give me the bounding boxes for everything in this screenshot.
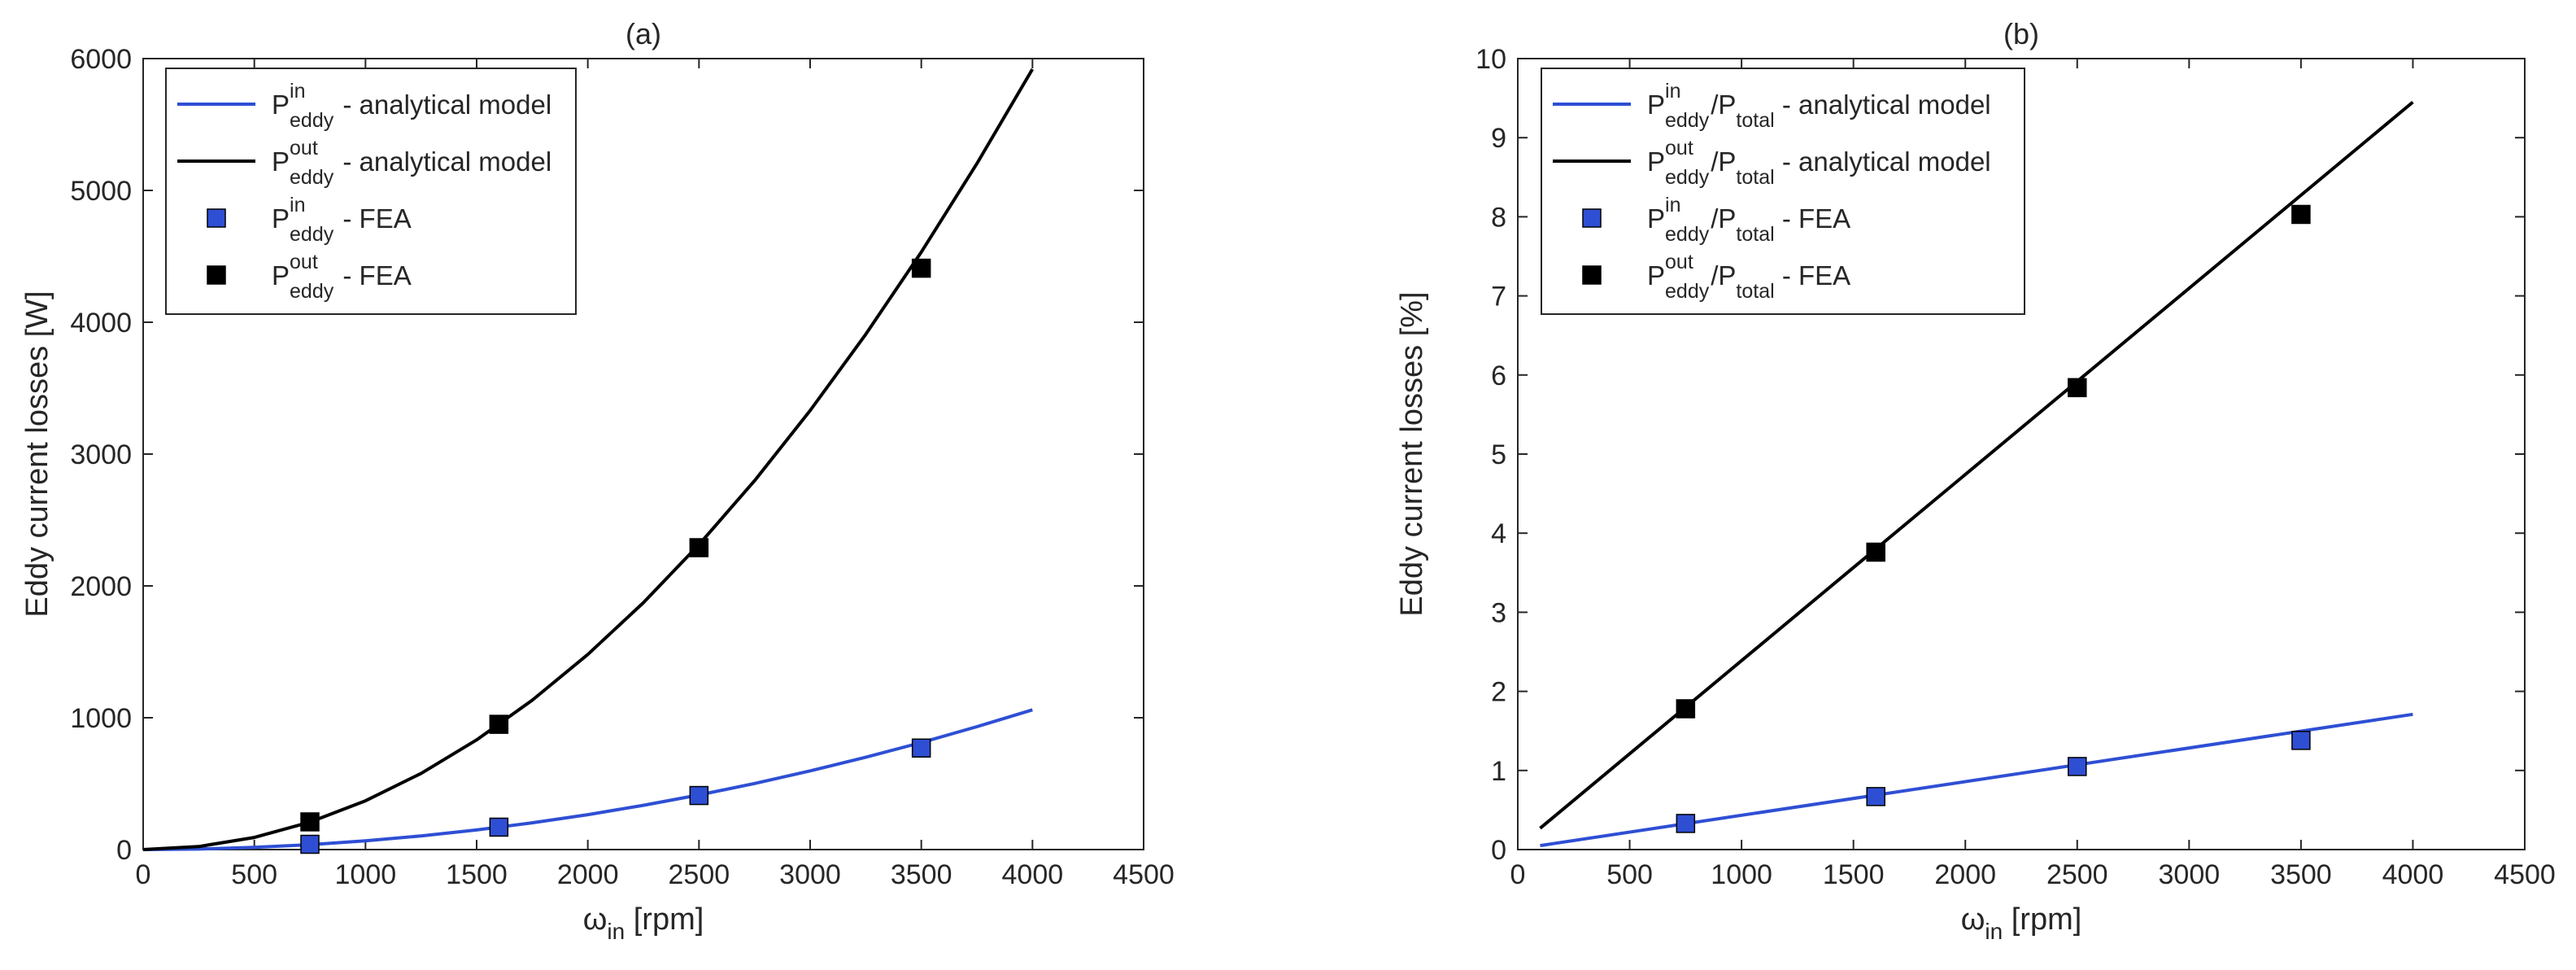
legend-entry: Pin eddy - analytical model xyxy=(272,80,551,132)
legend-entry: Pout eddy - FEA xyxy=(272,251,412,303)
x-tick-label: 500 xyxy=(231,859,277,890)
y-tick-label: 7 xyxy=(1491,282,1506,312)
chart-panel-b: 0 500 1000 1500 2000 2500 3000 3500 4000 4500 0 1 2 3… xyxy=(1395,17,2556,944)
x-tick-label: 2500 xyxy=(2046,859,2108,890)
data-point-fea-out xyxy=(1866,542,1885,562)
x-tick-label: 1500 xyxy=(446,859,508,890)
chart-title: (a) xyxy=(625,17,661,50)
legend-entry: Pin eddy/Ptotal - analytical model xyxy=(1647,80,1991,132)
y-axis-label: Eddy current losses [%] xyxy=(1395,291,1429,616)
legend-swatch-marker xyxy=(1582,208,1602,228)
y-tick-label: 10 xyxy=(1475,44,1506,75)
data-point-fea-in xyxy=(2068,757,2087,776)
legend-entry: Pin eddy - FEA xyxy=(272,194,412,246)
legend-entry: Pout eddy - analytical model xyxy=(272,137,551,189)
data-point-fea-in xyxy=(1866,787,1885,806)
data-point-fea-in xyxy=(911,738,931,758)
y-axis-label: Eddy current losses [W] xyxy=(20,291,54,617)
y-tick-label: 5000 xyxy=(70,176,132,207)
y-tick-label: 1000 xyxy=(70,703,132,734)
series-line-analytical-in xyxy=(142,708,1033,851)
legend-box xyxy=(1541,68,2025,315)
legend-entry: Pout eddy/Ptotal - analytical model xyxy=(1647,137,1991,189)
x-tick-label: 3000 xyxy=(779,859,841,890)
y-tick-label: 4 xyxy=(1491,518,1506,549)
data-point-fea-out xyxy=(489,714,509,734)
x-tick-label: 2000 xyxy=(1934,859,1996,890)
x-tick-label: 2000 xyxy=(557,859,619,890)
data-point-fea-in xyxy=(1676,814,1696,833)
x-tick-label: 1000 xyxy=(335,859,397,890)
y-tick-label: 9 xyxy=(1491,123,1506,154)
y-tick-label: 4000 xyxy=(70,308,132,339)
y-tick-label: 3000 xyxy=(70,439,132,470)
x-tick-label: 0 xyxy=(136,859,151,890)
data-point-fea-out xyxy=(1676,699,1696,719)
x-tick-label: 3500 xyxy=(2270,859,2332,890)
x-tick-label: 1000 xyxy=(1711,859,1772,890)
x-axis-label: ωin [rpm] xyxy=(583,902,704,944)
y-tick-label: 6000 xyxy=(70,44,132,75)
data-point-fea-out xyxy=(911,258,931,278)
legend-entry: Pout eddy/Ptotal - FEA xyxy=(1647,251,1850,303)
x-tick-label: 3500 xyxy=(891,859,952,890)
y-tick-label: 5 xyxy=(1491,439,1506,470)
y-tick-label: 6 xyxy=(1491,360,1506,391)
chart-title: (b) xyxy=(2003,17,2039,50)
data-point-fea-in xyxy=(300,834,320,854)
legend-box xyxy=(165,68,577,315)
legend-entry: Pin eddy/Ptotal - FEA xyxy=(1647,194,1850,246)
x-tick-label: 500 xyxy=(1606,859,1653,890)
x-tick-label: 4500 xyxy=(2494,859,2556,890)
y-tick-label: 3 xyxy=(1491,597,1506,628)
data-point-fea-in xyxy=(2291,731,2311,750)
x-tick-label: 4500 xyxy=(1113,859,1175,890)
data-point-fea-out xyxy=(2291,204,2311,225)
y-tick-label: 8 xyxy=(1491,202,1506,233)
x-axis-label: ωin [rpm] xyxy=(1961,902,2082,944)
chart-panel-a: 0 500 1000 1500 2000 2500 3000 3500 4000 4500 0 100… xyxy=(20,17,1175,944)
x-tick-label: 4000 xyxy=(2382,859,2444,890)
y-tick-label: 0 xyxy=(116,835,132,866)
data-point-fea-in xyxy=(689,785,709,806)
x-tick-label: 3000 xyxy=(2159,859,2221,890)
x-tick-label: 1500 xyxy=(1823,859,1885,890)
legend-swatch-marker xyxy=(1582,265,1602,285)
y-tick-label: 0 xyxy=(1491,835,1506,866)
data-point-fea-out xyxy=(300,812,320,832)
data-point-fea-out xyxy=(689,538,709,557)
data-point-fea-in xyxy=(489,817,509,837)
x-tick-label: 2500 xyxy=(669,859,730,890)
x-tick-label: 4000 xyxy=(1002,859,1064,890)
y-tick-label: 2000 xyxy=(70,571,132,602)
y-tick-label: 2 xyxy=(1491,677,1506,708)
data-point-fea-out xyxy=(2068,378,2087,398)
x-tick-label: 0 xyxy=(1510,859,1526,890)
series-line-analytical-out xyxy=(142,68,1035,851)
legend-swatch-marker xyxy=(207,265,226,285)
y-tick-label: 1 xyxy=(1491,756,1506,787)
legend-swatch-marker xyxy=(207,208,226,228)
